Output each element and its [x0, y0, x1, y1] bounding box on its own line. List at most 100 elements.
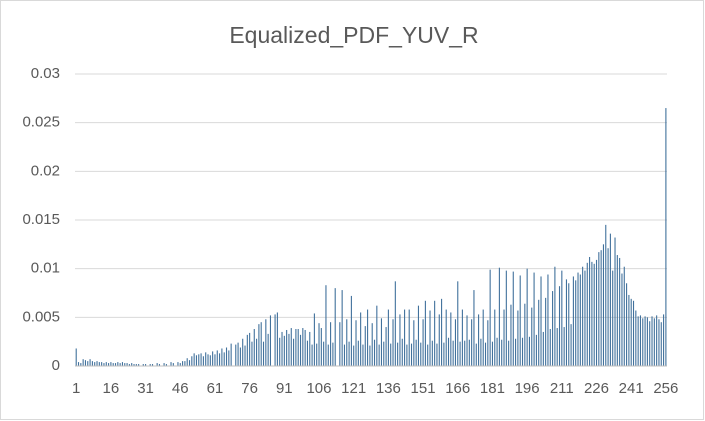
- bar: [394, 281, 396, 366]
- bar: [198, 354, 200, 366]
- bar: [554, 266, 556, 366]
- bar: [223, 352, 225, 366]
- bar: [565, 279, 568, 366]
- bar: [575, 280, 577, 366]
- bar: [318, 323, 320, 366]
- bar: [649, 321, 651, 366]
- bar: [360, 312, 362, 366]
- bar: [128, 364, 130, 366]
- bar: [145, 364, 147, 366]
- x-tick-label: 1: [72, 380, 80, 397]
- bar: [549, 329, 551, 366]
- bar: [195, 355, 198, 366]
- bar: [126, 363, 128, 366]
- bar: [519, 275, 521, 366]
- bar: [332, 342, 334, 366]
- bar: [491, 341, 494, 366]
- bar: [614, 237, 616, 366]
- bar: [316, 343, 318, 366]
- bar: [230, 343, 232, 366]
- bar: [124, 363, 126, 366]
- bar: [598, 252, 600, 366]
- bar: [387, 309, 389, 366]
- bar: [323, 341, 325, 366]
- y-tick-label: 0.005: [22, 308, 60, 325]
- bar: [378, 344, 380, 366]
- bar: [494, 309, 496, 366]
- bar: [471, 319, 473, 366]
- bar: [108, 363, 110, 366]
- x-tick-label: 106: [306, 380, 331, 397]
- bar: [327, 344, 329, 366]
- bar: [475, 343, 477, 366]
- bar: [468, 339, 470, 366]
- bar: [528, 336, 531, 366]
- bar: [260, 322, 262, 366]
- bar: [179, 363, 181, 366]
- bar: [602, 244, 605, 366]
- bar: [219, 353, 221, 366]
- bar: [101, 362, 103, 366]
- bar: [293, 338, 295, 366]
- bar: [644, 316, 646, 366]
- bar: [572, 276, 574, 366]
- y-tick-label: 0: [52, 357, 60, 374]
- bar: [399, 314, 401, 366]
- bar: [295, 329, 297, 366]
- bar: [367, 309, 369, 366]
- bar: [424, 300, 426, 366]
- bar: [119, 363, 121, 366]
- y-tick-label: 0.015: [22, 211, 60, 228]
- bar: [357, 340, 359, 366]
- bar: [609, 233, 611, 366]
- bar: [191, 356, 193, 366]
- bar: [434, 300, 436, 366]
- bar: [383, 341, 385, 366]
- bar: [545, 297, 547, 366]
- chart-title: Equalized_PDF_YUV_R: [229, 22, 478, 48]
- bar: [313, 313, 315, 366]
- bar: [443, 342, 445, 366]
- bar: [242, 338, 244, 366]
- bar: [228, 350, 230, 366]
- bar: [515, 338, 517, 366]
- bar: [256, 338, 258, 366]
- bar: [251, 341, 253, 366]
- bar: [521, 337, 524, 366]
- bar: [524, 303, 526, 366]
- bar: [376, 305, 378, 366]
- bar: [299, 334, 302, 366]
- bar: [635, 310, 637, 366]
- bar: [570, 324, 572, 366]
- x-tick-label: 226: [584, 380, 609, 397]
- bar: [306, 340, 309, 366]
- bar: [480, 338, 482, 366]
- bar: [556, 328, 558, 366]
- bar: [413, 320, 415, 366]
- bar: [447, 337, 450, 366]
- bar: [563, 327, 565, 366]
- bar: [510, 304, 512, 366]
- bar: [431, 340, 433, 366]
- bar: [632, 300, 635, 366]
- bar: [484, 342, 487, 366]
- bar: [105, 362, 107, 366]
- bar: [216, 350, 218, 366]
- bar: [149, 364, 151, 366]
- bar: [362, 344, 364, 366]
- bar: [182, 361, 184, 366]
- bar: [482, 309, 484, 366]
- bar: [410, 343, 413, 366]
- bar: [330, 322, 332, 366]
- bar: [591, 261, 593, 366]
- bar: [200, 353, 202, 366]
- x-tick-label: 46: [172, 380, 189, 397]
- bar: [422, 319, 424, 366]
- bar: [297, 329, 299, 366]
- bar: [436, 343, 438, 366]
- bar: [170, 362, 172, 366]
- bar: [350, 295, 352, 366]
- bar: [339, 322, 341, 366]
